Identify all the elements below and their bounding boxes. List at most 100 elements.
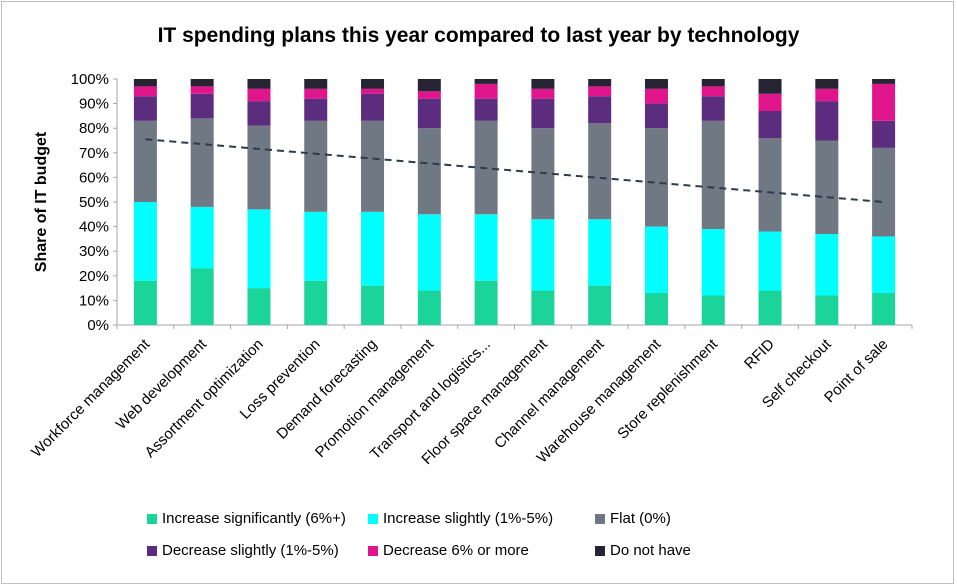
bar-segment: [247, 288, 271, 325]
bar-segment: [190, 206, 214, 269]
chart-axes: 0% 10% 20% 30% 40% 50% 60% 70% 80% 90% 100%: [71, 71, 913, 334]
bar-segment: [361, 211, 385, 286]
bar-segment: [588, 86, 612, 97]
bar-segment: [474, 280, 498, 325]
legend-label: Decrease 6% or more: [383, 542, 529, 559]
bar-segment: [133, 79, 157, 87]
bar-segment: [361, 88, 385, 94]
bar-segment: [758, 231, 782, 291]
bar-segment: [815, 233, 839, 296]
bar-segment: [361, 93, 385, 121]
bar-segment: [701, 96, 725, 121]
bar-segment: [701, 86, 725, 97]
y-axis-label: Share of IT budget: [33, 131, 50, 272]
chart-title: IT spending plans this year compared to …: [157, 24, 800, 47]
bar-segment: [247, 79, 271, 89]
bar-segment: [531, 98, 555, 129]
bar-segment: [758, 110, 782, 139]
legend-label: Increase slightly (1%-5%): [383, 510, 554, 527]
legend-swatch: [368, 513, 378, 524]
bar-segment: [190, 93, 214, 119]
legend-item: Increase slightly (1%-5%): [368, 510, 553, 527]
trendline: [145, 138, 884, 203]
y-tick-label: 40%: [79, 219, 109, 236]
bar-segment: [644, 103, 668, 129]
bar-segment: [815, 140, 839, 234]
bar-segment: [701, 295, 725, 325]
y-tick-label: 20%: [79, 268, 109, 285]
bar-segment: [588, 96, 612, 124]
bar-segment: [531, 290, 555, 325]
legend-swatch: [595, 513, 605, 524]
bar-segment: [815, 79, 839, 89]
legend-item: Flat (0%): [595, 510, 671, 527]
bar-segment: [474, 79, 498, 84]
y-tick-label: 100%: [71, 71, 109, 88]
bar-segment: [474, 83, 498, 99]
bar-segment: [644, 88, 668, 104]
bar-segment: [872, 83, 896, 121]
bar-segment: [758, 138, 782, 232]
y-tick-label: 0%: [87, 317, 109, 334]
bar-segment: [815, 88, 839, 102]
legend-item: Do not have: [595, 542, 691, 559]
y-tick-label: 90%: [79, 96, 109, 113]
bar-segment: [417, 214, 441, 291]
bar-segment: [815, 295, 839, 325]
bar-segment: [247, 209, 271, 289]
y-tick-label: 50%: [79, 194, 109, 211]
bar-segment: [417, 79, 441, 92]
x-tick-label: Demand forecasting: [273, 336, 380, 443]
bar-segment: [247, 125, 271, 210]
x-tick-label: RFID: [741, 336, 778, 373]
bar-segment: [758, 93, 782, 111]
chart-bars: [133, 79, 896, 325]
bar-segment: [531, 79, 555, 89]
bar-segment: [304, 211, 328, 281]
bar-segment: [758, 290, 782, 325]
bar-segment: [133, 202, 157, 281]
bar-segment: [872, 236, 896, 294]
legend-swatch: [368, 545, 378, 556]
y-tick-label: 70%: [79, 145, 109, 162]
bar-segment: [190, 118, 214, 207]
bar-segment: [474, 214, 498, 281]
legend-swatch: [147, 513, 157, 524]
bar-segment: [872, 293, 896, 325]
legend-label: Flat (0%): [610, 510, 671, 527]
legend-label: Decrease slightly (1%-5%): [162, 542, 339, 559]
bar-segment: [304, 88, 328, 99]
legend-item: Decrease 6% or more: [368, 542, 529, 559]
bar-segment: [417, 91, 441, 99]
bar-segment: [190, 86, 214, 94]
bar-segment: [361, 79, 385, 89]
bar-segment: [644, 128, 668, 227]
bar-segment: [758, 79, 782, 94]
bar-segment: [190, 79, 214, 87]
bar-segment: [588, 219, 612, 286]
legend-label: Do not have: [610, 542, 691, 559]
y-tick-label: 10%: [79, 292, 109, 309]
y-tick-label: 80%: [79, 120, 109, 137]
bar-segment: [588, 123, 612, 220]
bar-segment: [872, 120, 896, 148]
legend-item: Decrease slightly (1%-5%): [147, 542, 339, 559]
chart-trendline: [145, 138, 884, 203]
bar-segment: [872, 147, 896, 237]
y-tick-label: 30%: [79, 243, 109, 260]
bar-segment: [361, 120, 385, 212]
bar-segment: [247, 88, 271, 102]
bar-segment: [701, 120, 725, 230]
bar-segment: [304, 79, 328, 89]
bar-segment: [247, 101, 271, 126]
bar-segment: [304, 120, 328, 212]
bar-segment: [701, 229, 725, 296]
bar-segment: [361, 285, 385, 325]
bar-segment: [531, 219, 555, 291]
bar-segment: [304, 98, 328, 121]
bar-segment: [588, 285, 612, 325]
bar-segment: [644, 79, 668, 89]
bar-segment: [417, 290, 441, 325]
